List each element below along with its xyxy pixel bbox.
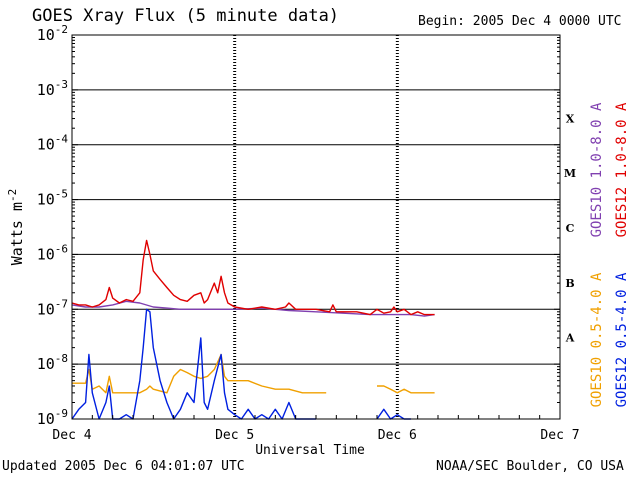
x-tick-label-0: Dec 4 [52,428,91,443]
series-line-0 [71,300,435,317]
y-axis: 10-2 10-3 10-4 10-5 10-6 10-7 10-8 10-9 [37,23,560,428]
x-tick-label-3: Dec 7 [540,428,579,443]
x-tick-label-1: Dec 5 [215,428,254,443]
y-tick-label-4: 10-6 [37,242,68,263]
y-tick-label-5: 10-7 [37,297,68,318]
y-tick-label-1: 10-3 [37,78,68,99]
begin-time-label: Begin: 2005 Dec 4 0000 UTC [418,14,622,29]
series-line-1 [71,239,435,316]
legend: GOES10 1.0-8.0 A GOES12 1.0-8.0 A GOES10 0… [589,102,630,407]
chart-title: GOES Xray Flux (5 minute data) [32,6,340,26]
x-axis: Dec 4 Dec 5 Dec 6 Dec 7 [52,415,580,443]
y-tick-label-6: 10-8 [37,352,68,373]
legend-entry-0: GOES10 1.0-8.0 A [589,102,605,237]
legend-entry-2: GOES10 0.5-4.0 A [589,272,605,407]
series-layer [71,239,435,420]
series-line-3 [377,385,435,394]
flare-class-a: A [565,332,575,345]
series-line-4 [71,308,316,420]
series-line-2 [72,353,327,394]
flare-class-b: B [565,277,574,290]
x-tick-label-2: Dec 6 [378,428,417,443]
updated-timestamp: Updated 2005 Dec 6 04:01:07 UTC [2,459,245,474]
y-axis-title-base: Watts m [8,202,26,265]
y-tick-label-7: 10-9 [37,407,68,428]
series-line-5 [376,408,411,420]
legend-entry-1: GOES12 1.0-8.0 A [614,102,630,237]
flare-class-labels: X M C B A [564,112,576,344]
y-axis-title: Watts m-2 [6,189,26,265]
y-tick-label-2: 10-4 [37,133,69,154]
flare-class-c: C [566,222,575,235]
flare-class-x: X [566,112,575,125]
legend-entry-3: GOES12 0.5-4.0 A [614,272,630,407]
plot-frame [71,34,561,420]
flare-class-m: M [564,167,576,180]
x-axis-title: Universal Time [255,443,365,458]
y-axis-title-exponent: -2 [6,189,19,202]
credit-label: NOAA/SEC Boulder, CO USA [436,459,624,474]
y-tick-label-0: 10-2 [37,23,68,44]
y-tick-label-3: 10-5 [37,188,68,209]
grid-layer [72,34,560,420]
